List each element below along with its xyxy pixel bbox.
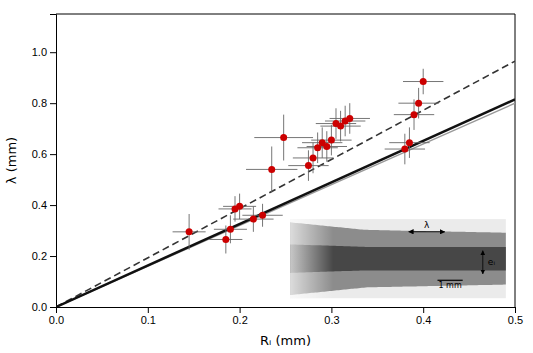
tick-mark bbox=[515, 307, 516, 313]
point bbox=[280, 134, 287, 141]
tick: 0.0 bbox=[32, 301, 56, 313]
tick-label: 0.5 bbox=[508, 314, 523, 326]
point bbox=[222, 236, 229, 243]
point bbox=[310, 154, 317, 161]
point bbox=[420, 78, 427, 85]
tick-label: 0.6 bbox=[32, 148, 47, 160]
tick-mark bbox=[423, 307, 424, 313]
point bbox=[415, 100, 422, 107]
tick-mark bbox=[50, 256, 56, 257]
tick: 0.6 bbox=[32, 148, 56, 160]
tick: 0.4 bbox=[416, 307, 431, 326]
tick: 0.3 bbox=[324, 307, 339, 326]
tick-mark bbox=[331, 307, 332, 313]
x-axis: 0.0 0.1 0.2 0.3 0.4 0.5 bbox=[49, 307, 523, 326]
tick-label: 0.8 bbox=[32, 97, 47, 109]
tick-label: 0.2 bbox=[32, 250, 47, 262]
inset-background bbox=[290, 219, 506, 298]
inset-arrow bbox=[482, 251, 483, 274]
tick-label: 0.4 bbox=[32, 199, 47, 211]
tick-label: 0.3 bbox=[324, 314, 339, 326]
point bbox=[346, 115, 353, 122]
points bbox=[186, 78, 427, 243]
y-axis: 0.0 0.2 0.4 0.6 0.8 1.0 bbox=[32, 15, 57, 314]
tick: 0.8 bbox=[32, 97, 56, 109]
tick: 0.4 bbox=[32, 199, 56, 211]
point bbox=[227, 226, 234, 233]
marks bbox=[56, 61, 515, 307]
point bbox=[236, 203, 243, 210]
inset-arrow bbox=[409, 231, 445, 232]
tick-mark bbox=[148, 307, 149, 313]
tick-label: 0.0 bbox=[49, 314, 64, 326]
point bbox=[259, 212, 266, 219]
tick: 0.1 bbox=[141, 307, 156, 326]
annotation: eᵢ bbox=[488, 257, 496, 267]
tick-mark bbox=[240, 307, 241, 313]
tick-mark bbox=[50, 307, 56, 308]
tick: 0.0 bbox=[49, 307, 64, 326]
tick-mark bbox=[50, 52, 56, 53]
inset: λ eᵢ 1 mm bbox=[290, 219, 506, 298]
plot: 0.0 0.1 0.2 0.3 0.4 0.5 0.0 0.2 0.4 0.6 0.8 1.0 λ eᵢ 1… bbox=[32, 14, 523, 326]
tick-label: 0.4 bbox=[416, 314, 431, 326]
point bbox=[411, 111, 418, 118]
tick-mark bbox=[50, 154, 56, 155]
tick: 1.0 bbox=[32, 46, 56, 58]
tick-label: 0.2 bbox=[232, 314, 247, 326]
point bbox=[328, 137, 335, 144]
tick: 0.2 bbox=[32, 250, 56, 262]
axis-line bbox=[57, 308, 516, 314]
inset-glow bbox=[290, 219, 333, 298]
point bbox=[305, 162, 312, 169]
line bbox=[56, 61, 515, 307]
tick: 0.5 bbox=[508, 307, 523, 326]
tick: 0.2 bbox=[232, 307, 247, 326]
tick-mark bbox=[50, 103, 56, 104]
x-axis-title: Rᵢ (mm) bbox=[260, 333, 311, 348]
y-axis-title: λ (mm) bbox=[4, 137, 19, 184]
point bbox=[186, 228, 193, 235]
annotation: λ bbox=[424, 220, 430, 230]
tick-label: 0.1 bbox=[141, 314, 156, 326]
annotation: 1 mm bbox=[438, 281, 461, 290]
point bbox=[401, 146, 408, 153]
axis-line bbox=[50, 15, 57, 308]
chart: 0.0 0.1 0.2 0.3 0.4 0.5 0.0 0.2 0.4 0.6 0.8 1.0 λ eᵢ 1… bbox=[0, 0, 533, 353]
frame-right bbox=[515, 14, 516, 307]
point bbox=[323, 143, 330, 150]
tick-label: 1.0 bbox=[32, 46, 47, 58]
line bbox=[56, 99, 515, 307]
tick-mark bbox=[50, 205, 56, 206]
point bbox=[406, 139, 413, 146]
point bbox=[250, 216, 257, 223]
frame-top bbox=[56, 14, 515, 15]
tick-label: 0.0 bbox=[32, 301, 47, 313]
point bbox=[268, 166, 275, 173]
